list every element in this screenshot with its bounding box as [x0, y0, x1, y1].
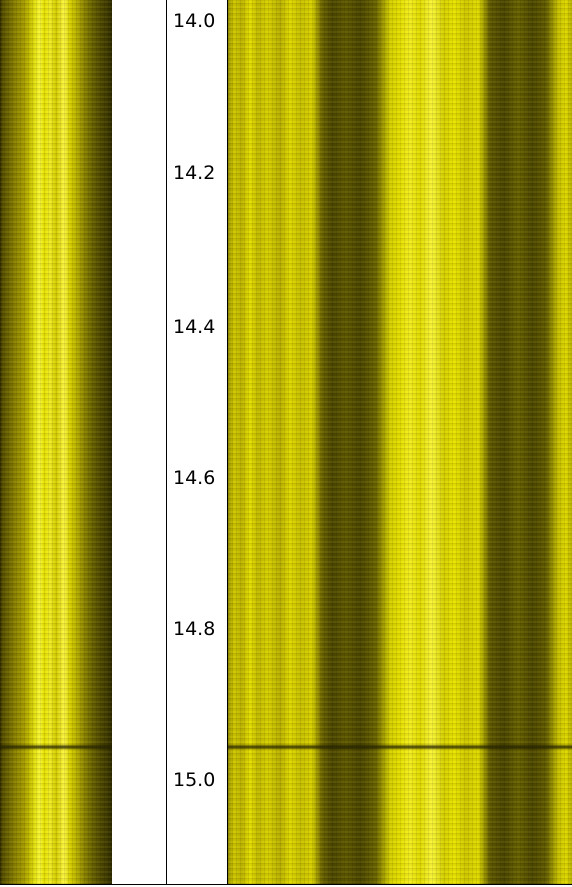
depth-tick-label: 14.2	[173, 162, 216, 184]
bottom-border	[0, 884, 572, 885]
depth-tick-label: 15.0	[173, 769, 216, 791]
depth-tick-label: 14.8	[173, 618, 216, 640]
borehole-image-right	[228, 0, 572, 884]
fracture-feature-right	[228, 744, 572, 750]
depth-tick-label: 14.0	[173, 10, 216, 32]
depth-tick-label: 14.6	[173, 467, 216, 489]
fracture-feature-left	[0, 744, 112, 750]
borehole-image-left	[0, 0, 112, 884]
depth-track: 14.0 14.2 14.4 14.6 14.8 15.0	[166, 0, 228, 884]
depth-tick-label: 14.4	[173, 316, 216, 338]
